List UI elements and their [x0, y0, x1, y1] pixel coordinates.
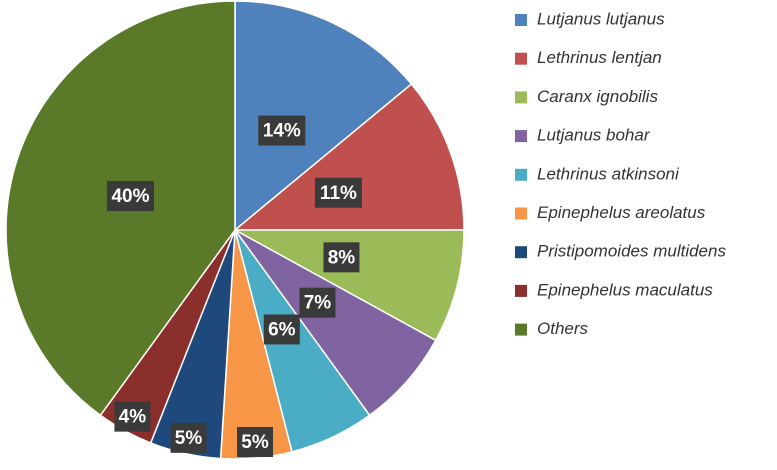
data-label: 7% — [304, 293, 332, 314]
data-label: 5% — [175, 428, 203, 449]
data-label: 14% — [263, 121, 301, 142]
label-box — [314, 177, 362, 208]
label-box — [106, 181, 154, 212]
legend-label: Others — [537, 319, 589, 338]
legend-swatch — [515, 246, 527, 259]
label-box — [258, 115, 306, 146]
legend-label: Pristipomoides multidens — [537, 242, 726, 261]
legend-label: Epinephelus maculatus — [537, 280, 713, 299]
legend-label: Lutjanus bohar — [537, 126, 651, 145]
legend-swatch — [515, 52, 527, 65]
legend-swatch — [515, 130, 527, 143]
label-box — [170, 422, 207, 453]
legend-label: Epinephelus areolatus — [537, 203, 706, 222]
legend-swatch — [515, 91, 527, 104]
legend-label: Caranx ignobilis — [537, 87, 658, 106]
legend-swatch — [515, 207, 527, 220]
label-box — [114, 401, 151, 432]
data-label: 4% — [119, 407, 147, 428]
legend-label: Lethrinus atkinsoni — [537, 164, 680, 183]
legend-swatch — [515, 168, 527, 181]
pie-slice — [234, 0, 413, 232]
label-box — [323, 242, 360, 273]
pie-slice — [234, 229, 465, 342]
legend-swatch — [515, 284, 527, 297]
data-label: 8% — [328, 247, 356, 268]
data-label: 40% — [111, 186, 149, 207]
legend-swatch — [515, 323, 527, 336]
label-box — [237, 427, 274, 458]
data-label: 6% — [268, 319, 296, 340]
data-label: 11% — [320, 183, 357, 204]
label-box — [299, 287, 336, 318]
legend-swatch — [515, 14, 527, 26]
legend-label: Lethrinus lentjan — [537, 48, 662, 67]
label-box — [263, 314, 300, 345]
legend-label: Lutjanus lutjanus — [537, 9, 665, 28]
data-label: 5% — [241, 432, 269, 453]
pie-slice — [232, 82, 465, 231]
